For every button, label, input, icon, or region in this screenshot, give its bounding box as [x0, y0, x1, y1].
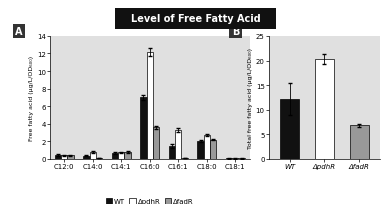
Bar	[89, 153, 96, 159]
Bar	[315, 60, 334, 159]
Bar	[204, 135, 210, 159]
Y-axis label: Total free fatty acid (μg/L/OD₆₀₀): Total free fatty acid (μg/L/OD₆₀₀)	[248, 48, 253, 148]
Text: B: B	[232, 27, 239, 37]
Bar	[55, 155, 61, 159]
Bar	[83, 156, 89, 159]
Bar	[175, 130, 181, 159]
Bar	[61, 156, 67, 159]
Bar	[169, 146, 175, 159]
Bar	[181, 158, 188, 159]
Bar	[153, 128, 159, 159]
Bar	[124, 152, 131, 159]
Y-axis label: Free fatty acid (μg/L/OD₆₀₀): Free fatty acid (μg/L/OD₆₀₀)	[29, 55, 34, 140]
Text: A: A	[15, 27, 23, 37]
Bar	[140, 98, 147, 159]
Bar	[67, 156, 74, 159]
Bar	[96, 158, 102, 159]
Bar	[350, 126, 369, 159]
Bar	[147, 52, 153, 159]
Bar	[197, 141, 204, 159]
Bar	[210, 140, 216, 159]
Text: Level of Free Fatty Acid: Level of Free Fatty Acid	[131, 14, 261, 24]
Bar	[280, 99, 299, 159]
Bar	[118, 153, 124, 159]
Legend: WT, ΔpdhR, ΔfadR: WT, ΔpdhR, ΔfadR	[103, 195, 197, 204]
Bar	[112, 153, 118, 159]
